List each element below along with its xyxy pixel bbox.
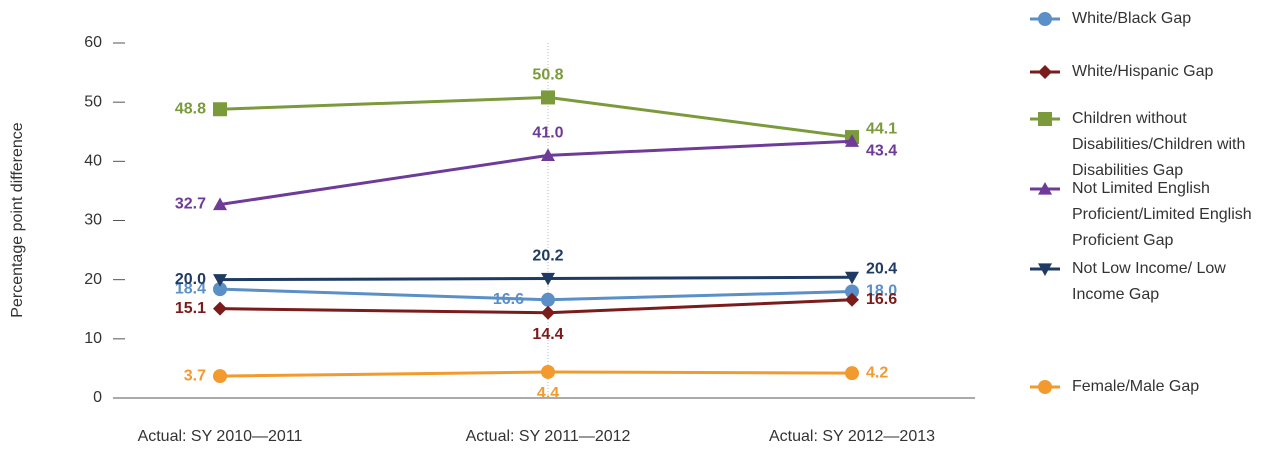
value-label: 44.1	[866, 120, 897, 137]
y-tick-label: 60	[84, 34, 102, 51]
marker	[1038, 112, 1052, 126]
y-axis-title: Percentage point difference	[9, 122, 26, 318]
y-tick-label: 0	[93, 389, 102, 406]
legend-label: Female/Male Gap	[1072, 378, 1200, 395]
value-label: 15.1	[175, 300, 206, 317]
series-line	[219, 298, 853, 315]
chart: Percentage point difference 0 10 20 30 40 50 6…	[9, 34, 975, 445]
value-label: 43.4	[866, 142, 897, 159]
marker	[1038, 65, 1052, 79]
marker	[213, 274, 227, 287]
legend-item: White/Black Gap	[1030, 6, 1270, 32]
marker	[541, 272, 555, 286]
y-tick-label: 10	[84, 330, 102, 347]
legend-item: White/Hispanic Gap	[1030, 59, 1270, 85]
value-label: 20.4	[866, 261, 897, 278]
value-label: 50.8	[532, 67, 563, 84]
series-line	[219, 287, 853, 302]
x-tick-label: Actual: SY 2011—2012	[466, 428, 631, 445]
value-label: 16.6	[493, 291, 524, 308]
marker	[541, 292, 555, 307]
legend-swatch	[1030, 380, 1060, 394]
legend-item: Not Limited English Proficient/Limited E…	[1030, 176, 1270, 254]
marker	[845, 366, 859, 381]
legend-swatch	[1030, 182, 1060, 195]
series-line	[219, 139, 853, 207]
marker	[845, 134, 859, 147]
legend-swatch	[1030, 65, 1060, 79]
legend-label: Not Low Income/ Low Income Gap	[1072, 260, 1226, 303]
y-tick-label: 40	[84, 153, 102, 170]
legend-swatch	[1030, 112, 1060, 126]
marker	[1038, 12, 1052, 26]
x-tick-label: Actual: SY 2010—2011	[138, 428, 303, 445]
legend-label: White/Black Gap	[1072, 10, 1192, 27]
value-label: 3.7	[184, 367, 206, 384]
marker	[541, 364, 555, 379]
legend-label: Not Limited English Proficient/Limited E…	[1072, 180, 1252, 249]
marker	[213, 102, 227, 117]
y-tick-label: 20	[84, 271, 102, 288]
marker	[213, 282, 227, 297]
marker	[213, 301, 227, 316]
marker	[213, 369, 227, 384]
legend-label: Children without Disabilities/Children w…	[1072, 110, 1246, 179]
value-label: 14.4	[532, 326, 563, 343]
value-label: 48.8	[175, 100, 206, 117]
x-tick-label: Actual: SY 2012—2013	[769, 428, 935, 445]
value-label: 18.4	[175, 280, 206, 297]
y-tick-label: 50	[84, 93, 102, 110]
marker	[845, 284, 859, 299]
legend-item: Female/Male Gap	[1030, 374, 1270, 400]
legend-label: White/Hispanic Gap	[1072, 63, 1214, 80]
legend-item: Children without Disabilities/Children w…	[1030, 106, 1270, 184]
marker	[541, 305, 555, 320]
marker	[213, 197, 227, 211]
value-label: 4.4	[537, 385, 559, 402]
legend-item: Not Low Income/ Low Income Gap	[1030, 256, 1270, 308]
value-label: 18.0	[866, 283, 897, 300]
series-line	[219, 275, 853, 282]
marker	[541, 90, 555, 105]
value-label: 16.6	[866, 291, 897, 308]
marker	[541, 148, 555, 162]
series-line	[219, 370, 853, 378]
marker	[1038, 380, 1052, 394]
marker	[1038, 182, 1052, 195]
y-tick-label: 30	[84, 212, 102, 229]
value-label: 32.7	[175, 196, 206, 213]
marker	[845, 292, 859, 307]
value-label: 41.0	[532, 125, 563, 142]
marker	[845, 271, 859, 285]
value-label: 4.2	[866, 364, 888, 381]
marker	[1038, 263, 1052, 276]
value-label: 20.2	[532, 248, 563, 265]
legend-swatch	[1030, 12, 1060, 26]
legend-swatch	[1030, 263, 1060, 276]
value-label: 20.0	[175, 271, 206, 288]
